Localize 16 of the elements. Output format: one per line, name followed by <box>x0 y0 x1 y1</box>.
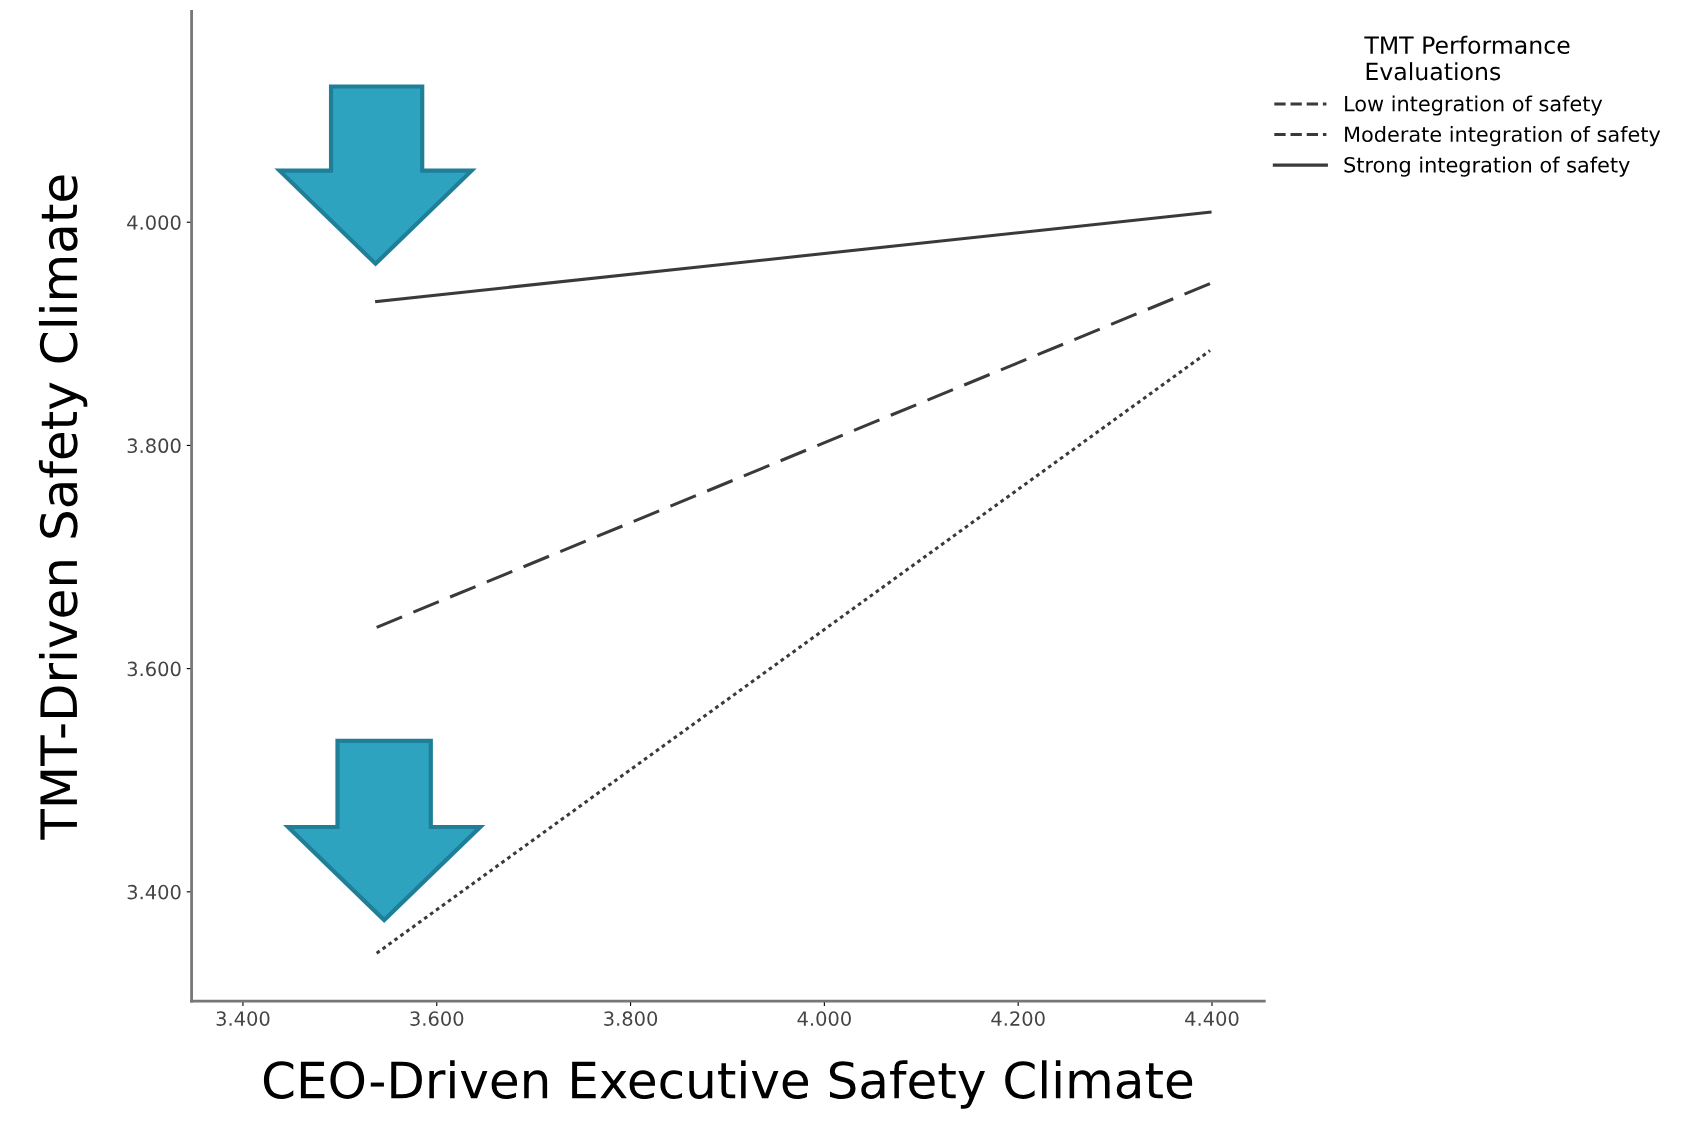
x-tick-label: 3.400 <box>216 1011 270 1026</box>
y-tick-label: 3.400 <box>127 884 181 900</box>
y-tick-label: 3.600 <box>127 661 181 677</box>
x-tick-label: 3.600 <box>410 1011 464 1026</box>
x-axis-title: CEO-Driven Executive Safety Climate <box>263 1060 1193 1109</box>
x-tick-label: 4.400 <box>1185 1011 1239 1026</box>
legend-label: Strong integration of safety <box>1344 156 1630 177</box>
x-tick-label: 3.800 <box>604 1011 658 1026</box>
legend-title: TMT Performance Evaluations <box>1364 35 1570 81</box>
y-axis-title: TMT-Driven Safety Climate <box>38 175 88 840</box>
y-tick-label: 3.800 <box>127 438 181 454</box>
legend-label: Low integration of safety <box>1345 95 1603 116</box>
x-tick-label: 4.200 <box>991 1011 1045 1026</box>
legend-label: Moderate integration of safety <box>1345 125 1661 147</box>
x-tick-label: 4.000 <box>797 1011 851 1026</box>
y-tick-label: 4.000 <box>127 215 181 230</box>
